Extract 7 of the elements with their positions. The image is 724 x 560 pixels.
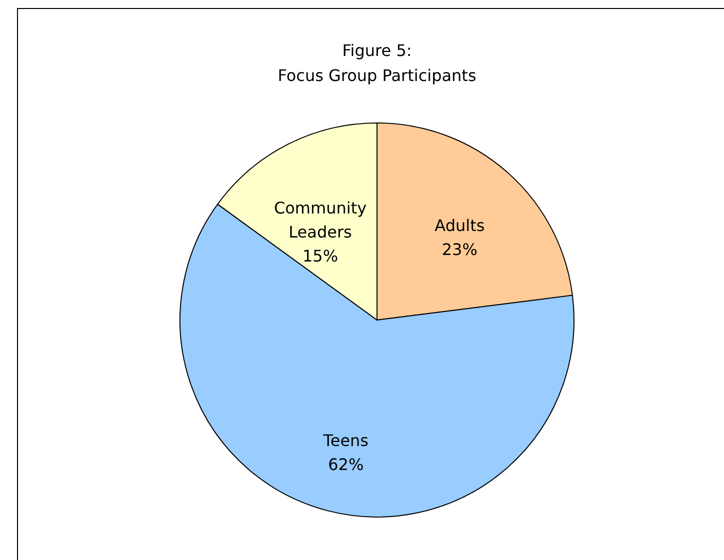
slice-label: Community Leaders	[274, 198, 367, 242]
data-label: 15%	[302, 246, 338, 266]
data-label: 62%	[328, 455, 364, 474]
slice-label: Adults	[434, 216, 485, 236]
slice-label: Teens	[322, 431, 369, 450]
data-label: 23%	[442, 240, 478, 260]
chart-title: Figure 5: Focus Group Participants	[278, 41, 476, 85]
